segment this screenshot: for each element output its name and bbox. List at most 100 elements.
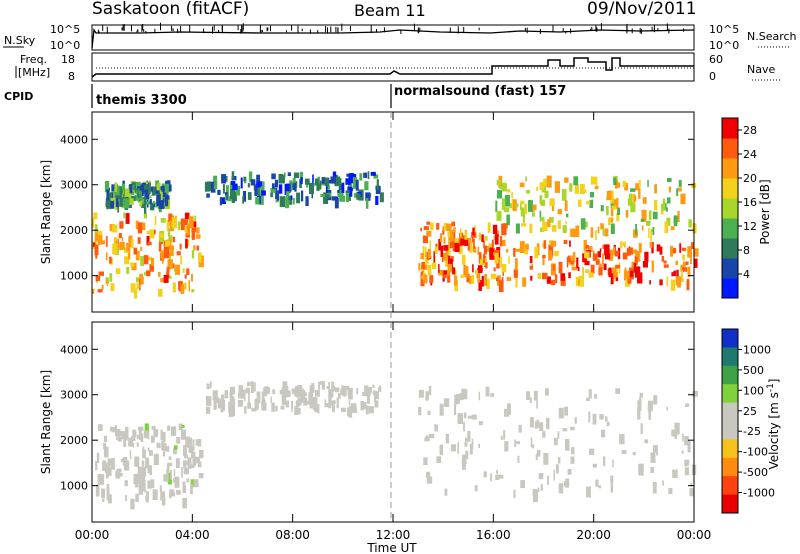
power-cell	[150, 195, 152, 199]
velocity-cell	[291, 401, 293, 412]
power-cell	[447, 263, 452, 273]
power-cell	[106, 280, 109, 286]
velocity-cell	[316, 404, 320, 414]
velocity-cell	[681, 450, 684, 454]
power-cell	[112, 243, 118, 255]
velocity-cell	[538, 473, 544, 480]
power-cell	[600, 205, 604, 212]
velocity-cell	[574, 417, 577, 424]
power-cell	[427, 264, 432, 276]
power-cell	[213, 175, 218, 185]
power-cell	[146, 236, 150, 246]
power-cell	[284, 183, 290, 195]
power-cell	[334, 197, 339, 209]
velocity-cell	[341, 385, 345, 392]
power-cell	[652, 227, 655, 236]
velocity-cell	[672, 469, 678, 478]
power-cell	[158, 271, 161, 277]
power-cell	[617, 207, 620, 215]
power-cell	[642, 197, 647, 204]
power-cell	[140, 190, 143, 202]
power-cell	[552, 264, 555, 271]
velocity-cell	[190, 446, 195, 450]
power-cell	[477, 246, 480, 255]
velocity-cell	[592, 413, 597, 425]
power-cell	[167, 259, 173, 270]
power-colorbar-tick-label: 4	[743, 268, 750, 281]
velocity-cell	[192, 456, 197, 466]
power-cell	[424, 264, 428, 270]
power-cell	[526, 189, 530, 194]
velocity-cell	[610, 481, 613, 493]
power-cell	[560, 273, 565, 281]
power-cell	[679, 243, 682, 253]
noise-left-tick-top: 10^5	[50, 23, 80, 36]
power-cell	[571, 266, 577, 271]
power-cell	[578, 279, 580, 285]
velocity-cell	[141, 460, 145, 467]
power-cell	[448, 237, 450, 248]
power-cell	[458, 239, 461, 245]
power-cell	[379, 192, 384, 203]
velocity-cell	[314, 407, 317, 413]
power-cell	[640, 218, 645, 222]
power-cell	[584, 221, 588, 228]
power-cell	[549, 198, 555, 206]
velocity-cell	[564, 406, 568, 416]
power-cell	[126, 242, 131, 251]
velocity-cell	[102, 498, 105, 503]
power-cell	[182, 282, 187, 290]
power-cell	[92, 218, 95, 228]
power-cell	[563, 239, 568, 244]
power-cell	[651, 229, 654, 233]
power-cell	[163, 274, 169, 283]
power-cell	[217, 189, 221, 195]
power-cell	[554, 181, 560, 193]
power-cell	[270, 188, 276, 193]
velocity-cell	[530, 417, 534, 428]
power-cell	[208, 183, 211, 188]
velocity-cell	[295, 400, 300, 408]
power-cell	[158, 233, 164, 238]
power-cell	[452, 239, 456, 252]
velocity-cell	[136, 434, 139, 439]
power-cell	[486, 246, 492, 252]
velocity-cell	[284, 386, 287, 392]
velocity-cell	[205, 406, 211, 414]
velocity-cell	[563, 481, 566, 487]
power-cell	[692, 223, 697, 234]
velocity-region-0	[95, 423, 204, 510]
velocity-cell	[121, 431, 126, 440]
power-cell	[443, 237, 446, 244]
velocity-cell	[154, 429, 158, 438]
power-cell	[163, 246, 170, 259]
power-cell	[501, 264, 507, 273]
power-cell	[570, 260, 574, 264]
velocity-cell	[650, 467, 655, 473]
velocity-cell	[547, 475, 549, 486]
velocity-cell	[336, 397, 339, 409]
power-cell	[570, 228, 576, 238]
velocity-cell	[570, 456, 575, 464]
velocity-cell	[298, 384, 302, 391]
power-cell	[166, 267, 170, 278]
power-cell	[164, 183, 169, 193]
power-cell	[569, 240, 571, 247]
velocity-cell	[464, 442, 468, 447]
power-cell	[443, 223, 449, 231]
velocity-cell	[123, 437, 127, 447]
power-cell	[580, 184, 585, 194]
velocity-cell	[496, 469, 498, 474]
velocity-cell	[182, 481, 186, 491]
power-cell	[624, 270, 630, 279]
power-cell	[481, 234, 484, 243]
velocity-cell	[190, 484, 193, 495]
velocity-cell	[167, 462, 173, 466]
power-cell	[635, 183, 640, 191]
power-ytick-label: 2000	[60, 224, 88, 237]
power-cell	[547, 181, 550, 185]
power-cell	[288, 196, 291, 201]
power-cell	[375, 185, 381, 194]
power-cell	[354, 182, 356, 187]
velocity-cell	[120, 431, 123, 437]
